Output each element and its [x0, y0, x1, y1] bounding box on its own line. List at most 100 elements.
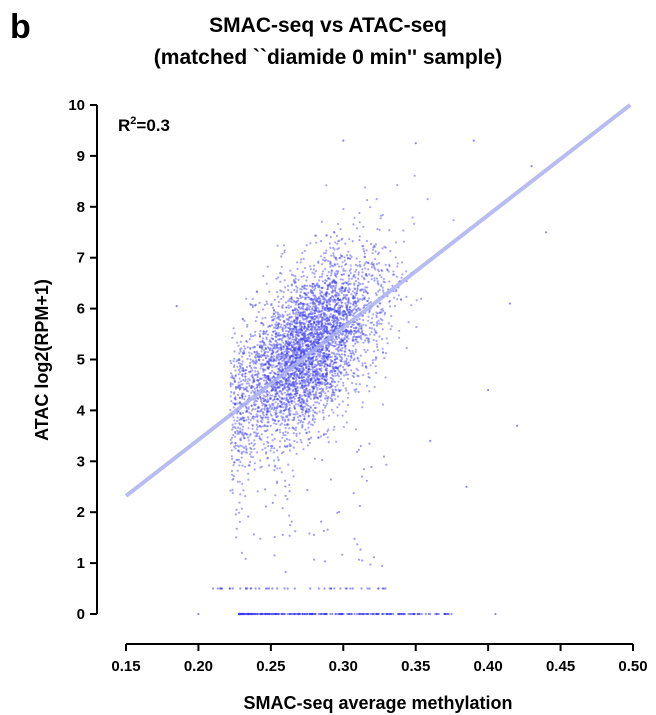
data-point — [267, 375, 270, 378]
data-point — [298, 368, 301, 371]
data-point — [247, 436, 250, 439]
data-point — [244, 372, 247, 375]
data-point — [315, 323, 318, 326]
data-point — [234, 442, 237, 445]
data-point — [380, 322, 383, 325]
data-point — [286, 380, 289, 383]
data-point — [347, 612, 350, 616]
data-point — [255, 291, 258, 294]
data-point — [323, 293, 326, 296]
y-tick-label: 4 — [77, 402, 86, 419]
data-point — [273, 347, 276, 350]
data-point — [274, 465, 277, 468]
data-point — [275, 277, 278, 280]
data-point — [332, 254, 335, 257]
data-point — [313, 309, 316, 312]
data-point — [375, 321, 379, 324]
data-point — [339, 228, 342, 231]
data-point — [242, 367, 245, 370]
data-point — [271, 349, 274, 352]
data-point — [254, 351, 257, 354]
data-point — [363, 288, 366, 291]
data-point — [316, 396, 319, 399]
data-point — [295, 390, 298, 393]
data-point — [311, 387, 314, 390]
data-point — [301, 397, 304, 401]
data-point — [245, 297, 248, 300]
data-point — [287, 386, 290, 389]
data-point — [312, 323, 315, 326]
data-point — [242, 450, 245, 453]
data-point — [379, 311, 382, 314]
data-point — [321, 459, 324, 462]
data-point — [322, 346, 325, 350]
data-point — [346, 257, 350, 260]
data-point — [347, 301, 350, 304]
data-point — [332, 285, 335, 288]
data-point — [303, 285, 306, 288]
data-point — [270, 612, 273, 616]
data-point — [318, 333, 321, 336]
data-point — [259, 340, 262, 344]
data-point — [388, 229, 391, 232]
data-point — [396, 183, 399, 187]
data-point — [376, 348, 380, 352]
data-point — [289, 372, 292, 375]
data-point — [318, 359, 321, 363]
data-point — [354, 279, 358, 283]
data-point — [313, 302, 316, 305]
data-point — [344, 341, 347, 344]
data-point — [320, 286, 323, 290]
data-point — [274, 494, 277, 497]
data-point — [290, 373, 293, 376]
data-point — [303, 418, 306, 421]
data-point — [273, 422, 276, 425]
data-point — [317, 313, 320, 316]
data-point — [291, 338, 294, 341]
data-point — [276, 402, 280, 405]
data-point — [296, 392, 299, 395]
data-point — [249, 433, 252, 436]
data-point — [295, 300, 298, 303]
data-point — [294, 428, 297, 432]
data-point — [298, 314, 301, 317]
data-point — [329, 300, 332, 303]
data-point — [288, 347, 291, 350]
data-point — [276, 364, 279, 367]
data-point — [286, 351, 289, 354]
data-point — [304, 363, 307, 366]
data-point — [329, 261, 332, 264]
data-point — [255, 316, 258, 319]
data-point — [310, 342, 313, 345]
data-point — [300, 404, 303, 407]
data-point — [357, 448, 360, 451]
data-point — [302, 337, 305, 340]
data-point — [338, 322, 341, 325]
data-point — [367, 372, 370, 375]
data-point — [323, 381, 326, 384]
data-point — [307, 377, 310, 380]
data-point — [320, 390, 323, 393]
data-point — [304, 334, 307, 337]
data-point — [302, 370, 305, 373]
data-point — [370, 266, 374, 269]
data-point — [294, 389, 298, 392]
data-point — [259, 409, 263, 412]
data-point — [330, 351, 333, 354]
data-point — [233, 419, 236, 422]
data-point — [306, 390, 309, 393]
data-point — [352, 303, 355, 306]
data-point — [286, 333, 289, 336]
data-point — [244, 395, 247, 398]
data-point — [304, 412, 307, 415]
data-point — [279, 357, 282, 360]
data-point — [351, 296, 355, 299]
data-point — [276, 386, 279, 389]
data-point — [211, 587, 215, 590]
data-point — [253, 304, 257, 307]
data-point — [271, 369, 274, 372]
data-point — [314, 307, 317, 310]
data-point — [311, 381, 314, 384]
data-point — [260, 416, 263, 419]
data-point — [332, 278, 335, 281]
